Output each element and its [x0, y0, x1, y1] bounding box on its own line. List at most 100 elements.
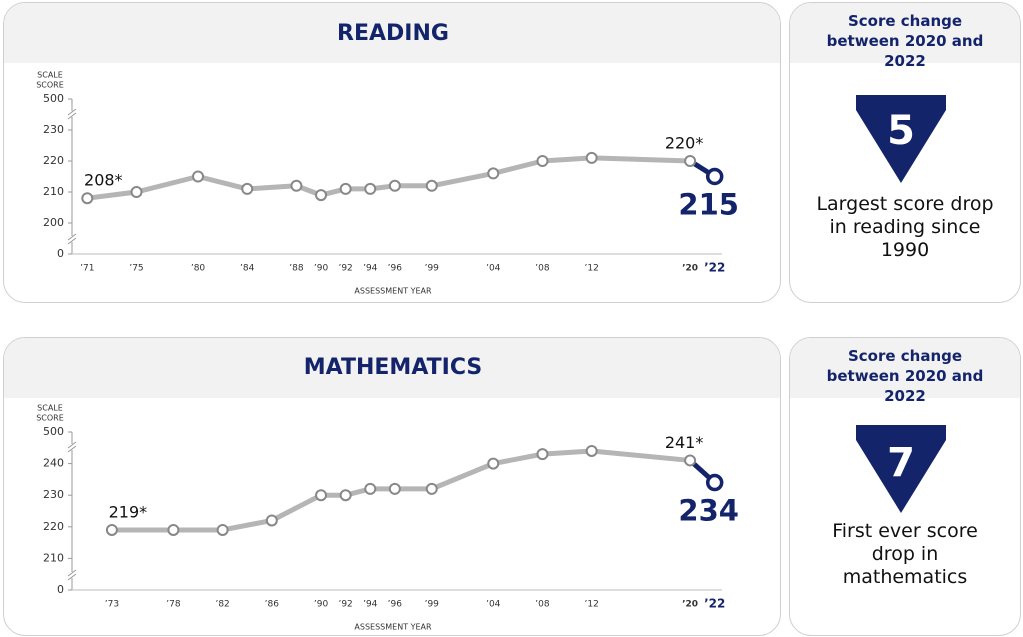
point [585, 444, 598, 457]
x-tick-label: ’94 [363, 264, 378, 274]
x-tick-label: ’96 [388, 264, 403, 274]
chart-card [3, 2, 781, 303]
panel-value: 5 [887, 108, 915, 154]
point [487, 167, 500, 180]
axis-break [67, 237, 77, 245]
point [290, 179, 303, 192]
point [364, 482, 377, 495]
point [265, 514, 278, 527]
point [684, 454, 697, 467]
axis-break [68, 572, 76, 578]
x-tick-label: ’08 [535, 264, 550, 274]
x-axis-label: ASSESSMENT YEAR [354, 623, 432, 632]
y-tick-label: 200 [43, 216, 64, 229]
x-tick-label: ’08 [535, 600, 550, 610]
point [388, 179, 401, 192]
x-tick-label: ’88 [289, 264, 304, 274]
chart-title: MATHEMATICS [304, 355, 482, 380]
y-axis-label: SCORE [36, 81, 64, 90]
x-tick-label: ’92 [338, 600, 352, 610]
x-tick-label: ’75 [129, 264, 143, 274]
point [167, 523, 180, 536]
axis-break [67, 112, 77, 120]
x-tick-label: ’92 [338, 264, 352, 274]
y-tick-label: 500 [43, 92, 64, 105]
x-tick-label: ’71 [80, 264, 94, 274]
point [425, 482, 438, 495]
x-tick-label: ’12 [585, 600, 599, 610]
x-tick-label: ’20 [682, 264, 698, 274]
value-label: 234 [678, 494, 739, 528]
y-tick-label: 210 [43, 551, 64, 564]
x-tick-label: ’80 [191, 264, 206, 274]
point [241, 182, 254, 195]
x-tick-label: ’94 [363, 600, 378, 610]
y-tick-label: 220 [43, 154, 64, 167]
x-tick-label: ’90 [314, 600, 329, 610]
axis-break [68, 444, 76, 450]
panel-value: 7 [887, 440, 915, 486]
axis-break [67, 233, 77, 241]
y-tick-label: 0 [57, 583, 64, 596]
x-tick-label: ’86 [265, 600, 280, 610]
x-tick-label: ’82 [215, 600, 229, 610]
point [425, 179, 438, 192]
point [536, 448, 549, 461]
point [585, 151, 598, 164]
y-tick-label: 0 [57, 247, 64, 260]
header-band [4, 3, 780, 63]
y-tick-label: 240 [43, 457, 64, 470]
x-tick-label: ’73 [105, 600, 119, 610]
line [86, 155, 691, 201]
y-tick-label: 230 [43, 123, 64, 136]
point [536, 155, 549, 167]
x-tick-label: ’22 [704, 597, 725, 611]
point [364, 182, 377, 195]
value-label: 215 [678, 188, 739, 222]
x-tick-label: ’96 [388, 600, 403, 610]
axis-break [67, 445, 77, 453]
header-band [790, 3, 1020, 63]
point [705, 167, 724, 186]
x-tick-label: ’99 [425, 264, 440, 274]
arrow [856, 95, 946, 183]
axis-break [67, 441, 77, 449]
value-label: 241* [665, 433, 704, 452]
x-tick-label: ’04 [486, 600, 501, 610]
axis-break [67, 108, 77, 116]
x-tick-label: ’84 [240, 264, 255, 274]
point [130, 186, 143, 198]
value-label: 220* [665, 134, 704, 153]
point [315, 189, 328, 202]
point [339, 489, 352, 502]
panel-caption: First ever score drop in mathematics [832, 520, 978, 588]
chart-title: READING [337, 21, 449, 46]
header-band [4, 338, 780, 398]
axis-break [68, 111, 76, 117]
header-band [790, 338, 1020, 398]
y-axis-label: SCALE [37, 404, 63, 413]
point [192, 170, 205, 183]
x-tick-label: ’20 [682, 600, 698, 610]
y-tick-label: 230 [43, 488, 64, 501]
point [684, 155, 697, 167]
y-tick-label: 210 [43, 185, 64, 198]
panel-caption: Largest score drop in reading since 1990 [816, 193, 994, 261]
axis-break [67, 569, 77, 577]
x-tick-label: ’99 [425, 600, 440, 610]
y-axis-label: SCALE [37, 71, 63, 80]
panel-title: Score change between 2020 and 2022 [826, 12, 984, 70]
point [487, 457, 500, 470]
value-label: 208* [84, 171, 123, 190]
point [339, 182, 352, 195]
x-tick-label: ’78 [166, 600, 181, 610]
axis-break [68, 236, 76, 242]
y-tick-label: 220 [43, 520, 64, 533]
y-axis-label: SCORE [36, 414, 64, 423]
panel-title: Score change between 2020 and 2022 [826, 347, 984, 405]
x-tick-label: ’12 [585, 264, 599, 274]
value-label: 219* [109, 502, 148, 521]
point [315, 489, 328, 502]
